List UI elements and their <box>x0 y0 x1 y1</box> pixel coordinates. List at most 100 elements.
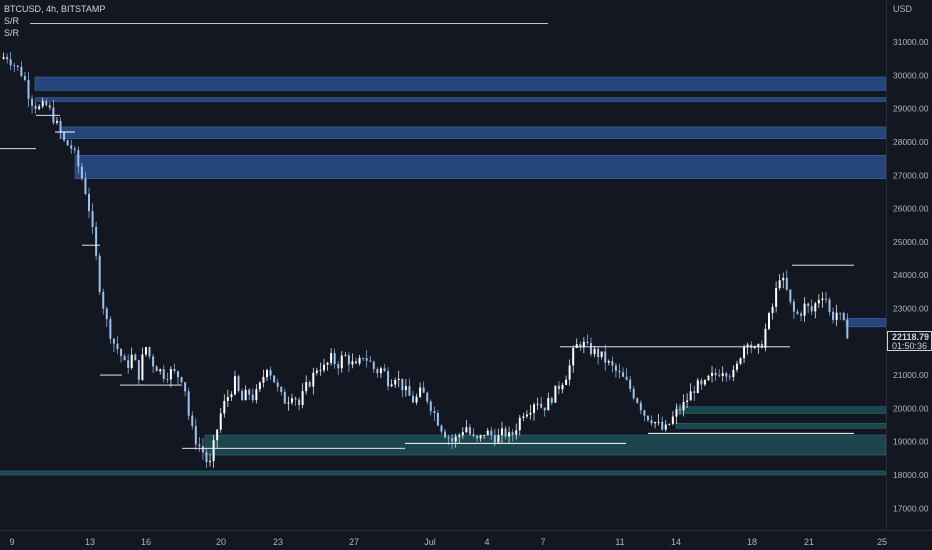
candle-body <box>319 370 322 372</box>
candle-body <box>34 105 37 110</box>
x-tick-label: 23 <box>273 537 283 547</box>
indicator-sr-2[interactable]: S/R <box>4 28 20 38</box>
candle-body <box>618 370 621 373</box>
candle-body <box>693 391 696 393</box>
candle-body <box>536 403 539 405</box>
candle-body <box>70 145 73 149</box>
candle-body <box>504 428 507 437</box>
y-tick-label: 31000.00 <box>893 37 929 47</box>
candle-body <box>59 120 62 133</box>
candle-body <box>422 387 425 393</box>
candle-body <box>155 366 158 372</box>
candle-body <box>116 343 119 350</box>
candle-body <box>522 416 525 418</box>
candle-body <box>803 303 806 316</box>
candle-body <box>614 365 617 371</box>
candle-body <box>63 132 66 141</box>
candle-body <box>216 429 219 441</box>
candle-body <box>326 362 329 365</box>
candle-body <box>230 394 233 398</box>
candle-body <box>696 380 699 393</box>
x-tick-label: 14 <box>671 537 681 547</box>
candle-body <box>280 386 283 392</box>
candle-body <box>824 298 827 300</box>
candle-body <box>330 353 333 363</box>
candle-body <box>622 372 625 377</box>
candle-body <box>842 313 845 320</box>
indicator-sr-1[interactable]: S/R <box>4 16 20 26</box>
y-tick-label: 28000.00 <box>893 137 929 147</box>
x-tick-label: 7 <box>540 537 545 547</box>
candles <box>2 51 849 468</box>
candle-body <box>333 353 336 365</box>
candle-body <box>579 344 582 347</box>
candle-body <box>750 344 753 348</box>
candle-body <box>322 364 325 371</box>
candle-body <box>127 360 130 368</box>
candle-body <box>130 354 133 368</box>
candle-body <box>187 391 190 416</box>
candle-body <box>451 438 454 442</box>
candle-body <box>137 360 140 380</box>
candle-body <box>636 398 639 403</box>
candle-body <box>379 368 382 374</box>
candle-body <box>557 385 560 390</box>
candle-body <box>760 343 763 348</box>
candle-body <box>575 344 578 348</box>
candle-body <box>554 385 557 403</box>
candle-body <box>180 377 183 383</box>
y-tick-label: 19000.00 <box>893 437 929 447</box>
candle-body <box>144 347 147 355</box>
candle-body <box>98 255 101 293</box>
candle-body <box>372 361 375 369</box>
candle-body <box>31 98 34 106</box>
resistance-zone <box>845 318 887 328</box>
candle-body <box>589 343 592 355</box>
candle-body <box>351 361 354 365</box>
candle-body <box>112 338 115 344</box>
candle-body <box>237 376 240 391</box>
candle-body <box>646 415 649 421</box>
candle-body <box>604 351 607 363</box>
candle-body <box>248 389 251 395</box>
price-axis[interactable]: 17000.00 18000.00 19000.00 20000.00 21000.00… <box>893 37 929 513</box>
candle-body <box>305 382 308 392</box>
candle-body <box>497 435 500 443</box>
currency-unit-label[interactable]: USD <box>893 4 913 14</box>
y-tick-label: 30000.00 <box>893 70 929 80</box>
candle-body <box>493 435 496 443</box>
candle-body <box>525 414 528 417</box>
candle-body <box>668 423 671 425</box>
x-tick-label: 25 <box>877 537 887 547</box>
candle-body <box>846 319 849 339</box>
x-tick-label: 4 <box>484 537 489 547</box>
candle-body <box>515 430 518 435</box>
candle-body <box>433 411 436 414</box>
time-axis[interactable]: 9 13 16 20 23 27 Jul 4 7 11 14 18 21 25 <box>9 537 887 547</box>
candle-body <box>244 389 247 401</box>
symbol-title[interactable]: BTCUSD, 4h, BITSTAMP <box>4 4 106 14</box>
y-tick-label: 25000.00 <box>893 237 929 247</box>
candle-body <box>191 415 194 426</box>
candle-body <box>347 355 350 365</box>
resistance-zone <box>34 97 887 102</box>
candle-body <box>337 364 340 369</box>
candle-body <box>301 391 304 406</box>
candle-body <box>835 312 838 320</box>
candle-body <box>728 376 731 378</box>
candle-body <box>223 400 226 414</box>
candle-body <box>782 277 785 281</box>
resistance-zone <box>34 76 887 91</box>
x-tick-label: Jul <box>424 537 436 547</box>
y-tick-label: 21000.00 <box>893 370 929 380</box>
candle-body <box>262 377 265 383</box>
candle-body <box>629 379 632 389</box>
candle-body <box>55 120 58 123</box>
y-tick-label: 20000.00 <box>893 403 929 413</box>
candle-body <box>162 369 165 379</box>
candle-body <box>209 461 212 463</box>
candle-body <box>664 424 667 430</box>
y-tick-label: 29000.00 <box>893 104 929 114</box>
chart-legend: BTCUSD, 4h, BITSTAMP S/R S/R <box>4 3 105 39</box>
